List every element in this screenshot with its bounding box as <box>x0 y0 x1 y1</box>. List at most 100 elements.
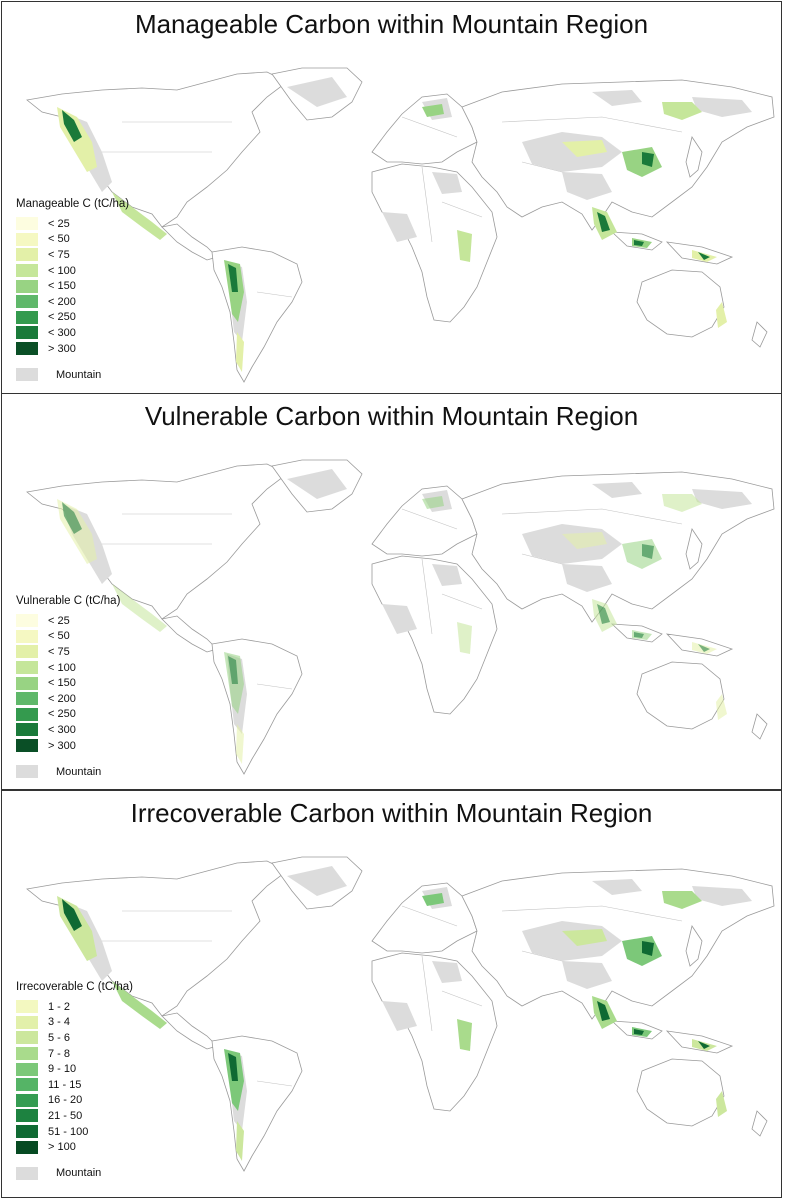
legend-label: < 300 <box>48 723 76 736</box>
carbon-area <box>562 532 607 549</box>
country-outline <box>161 615 218 653</box>
legend-item-mountain: Mountain <box>16 368 129 382</box>
mountain-swatch <box>16 368 38 382</box>
legend-swatch <box>16 217 38 231</box>
country-outline <box>685 528 703 570</box>
legend-item: 21 - 50 <box>16 1108 133 1124</box>
legend-item: < 75 <box>16 247 129 263</box>
legend-swatch <box>16 326 38 340</box>
border-line <box>256 1080 293 1087</box>
carbon-high-area <box>597 212 610 232</box>
legend-item: < 75 <box>16 644 120 660</box>
carbon-area <box>716 694 727 720</box>
carbon-high-area <box>62 899 82 931</box>
carbon-high-area <box>642 544 654 559</box>
carbon-area <box>662 102 702 120</box>
carbon-area <box>112 584 167 632</box>
panel-manageable: Manageable Carbon within Mountain Region… <box>1 1 782 394</box>
legend-swatch <box>16 1109 38 1123</box>
mountain-swatch <box>16 1166 38 1180</box>
legend-swatch <box>16 1093 38 1107</box>
world-map-irrecoverable <box>26 856 775 1172</box>
carbon-high-area <box>698 252 710 260</box>
border-line <box>401 116 458 138</box>
carbon-area <box>662 494 702 512</box>
carbon-area <box>112 192 167 240</box>
carbon-area <box>457 1019 472 1051</box>
carbon-high-area <box>597 604 610 624</box>
carbon-area <box>716 302 727 328</box>
mountain-area <box>592 90 642 106</box>
mountain-label: Mountain <box>56 765 102 778</box>
legend-label: 11 - 15 <box>48 1078 82 1091</box>
border-line <box>441 201 483 218</box>
legend-label: > 300 <box>48 739 76 752</box>
panel-vulnerable: Vulnerable Carbon within Mountain Region… <box>1 393 782 790</box>
mountain-area <box>432 961 462 983</box>
border-line <box>401 905 458 927</box>
mountain-area <box>287 866 347 896</box>
legend-label: 1 - 2 <box>48 1000 71 1013</box>
carbon-area <box>112 981 167 1029</box>
legend-label: < 75 <box>48 248 70 261</box>
legend-items: < 25 < 50 < 75 < 100 < 150 < 200 < 250 < 300 > 3… <box>16 613 120 753</box>
legend-item: < 150 <box>16 675 120 691</box>
carbon-high-area <box>228 656 238 684</box>
panel-title: Irrecoverable Carbon within Mountain Reg… <box>130 798 653 828</box>
legend-swatch <box>16 310 38 324</box>
legend-label: < 250 <box>48 708 76 721</box>
mountain-area <box>382 604 417 634</box>
legend-item: 11 - 15 <box>16 1077 133 1093</box>
mountain-label: Mountain <box>56 368 102 381</box>
legend-item: 1 - 2 <box>16 999 133 1015</box>
mountain-area <box>382 212 417 242</box>
panel-irrecoverable: Irrecoverable Carbon within Mountain Reg… <box>1 790 782 1198</box>
legend-swatch <box>16 232 38 246</box>
border-line <box>256 683 293 690</box>
legend-swatch <box>16 676 38 690</box>
legend-item: 51 - 100 <box>16 1124 133 1140</box>
legend-item: < 250 <box>16 310 129 326</box>
legend-label: < 75 <box>48 645 70 658</box>
legend-item: > 100 <box>16 1139 133 1155</box>
legend-swatch <box>16 295 38 309</box>
country-outline <box>161 223 218 261</box>
carbon-high-area <box>642 152 654 167</box>
legend-swatch <box>16 1047 38 1061</box>
legend-label: 7 - 8 <box>48 1047 71 1060</box>
legend-label: < 50 <box>48 630 70 643</box>
legend-label: > 300 <box>48 342 76 355</box>
legend-irrecoverable: Irrecoverable C (tC/ha) 1 - 2 3 - 4 5 - 6 7… <box>16 981 133 1180</box>
carbon-area <box>422 893 444 906</box>
legend-swatch <box>16 342 38 356</box>
mountain-area <box>382 1001 417 1031</box>
panel-title: Manageable Carbon within Mountain Region <box>134 9 649 39</box>
carbon-area <box>562 929 607 946</box>
legend-swatch <box>16 1140 38 1154</box>
legend-label: < 250 <box>48 311 76 324</box>
mountain-area <box>432 564 462 586</box>
legend-item: < 25 <box>16 216 129 232</box>
carbon-area <box>422 496 444 509</box>
legend-swatch <box>16 661 38 675</box>
legend-swatch <box>16 629 38 643</box>
legend-item: < 200 <box>16 294 129 310</box>
mountain-area <box>692 886 752 906</box>
mountain-area <box>287 77 347 107</box>
carbon-high-area <box>698 644 710 652</box>
legend-swatch <box>16 739 38 753</box>
country-outline <box>685 925 703 967</box>
legend-swatch <box>16 1015 38 1029</box>
carbon-high-area <box>634 240 644 246</box>
legend-label: < 50 <box>48 233 70 246</box>
map-land-layer <box>26 459 775 775</box>
legend-label: < 150 <box>48 280 76 293</box>
mountain-area <box>562 564 612 592</box>
legend-swatch <box>16 645 38 659</box>
mountain-area <box>592 879 642 895</box>
border-line <box>501 905 683 922</box>
legend-swatch <box>16 614 38 628</box>
legend-items: 1 - 2 3 - 4 5 - 6 7 - 8 9 - 10 11 - 15 16 - 20… <box>16 999 133 1155</box>
country-outline <box>636 661 725 730</box>
